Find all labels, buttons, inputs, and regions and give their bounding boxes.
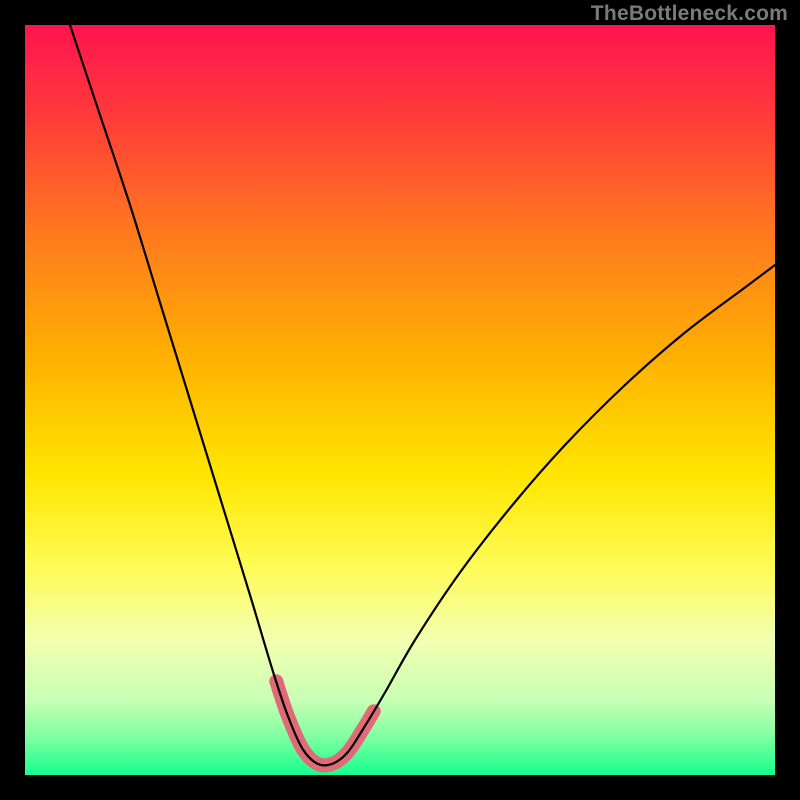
gradient-background — [25, 25, 775, 775]
bottleneck-chart — [0, 0, 800, 800]
watermark-text: TheBottleneck.com — [591, 2, 788, 26]
